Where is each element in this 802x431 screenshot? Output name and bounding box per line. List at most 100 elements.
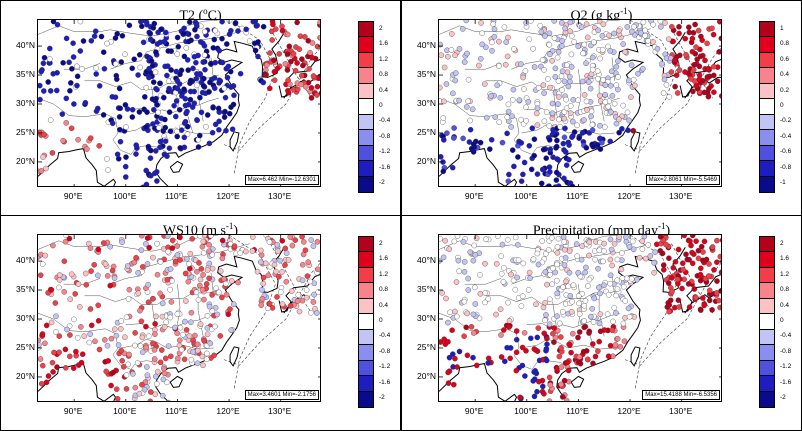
station-marker [532, 368, 538, 374]
station-marker [558, 381, 564, 388]
station-marker [315, 289, 320, 295]
station-marker [169, 245, 176, 251]
station-marker [686, 256, 692, 263]
station-marker [589, 121, 596, 128]
station-marker [50, 242, 56, 249]
station-marker [74, 335, 81, 341]
station-marker [79, 351, 86, 357]
station-marker [129, 106, 136, 113]
station-marker [441, 336, 447, 342]
station-marker [54, 21, 61, 28]
station-marker [66, 235, 73, 242]
station-marker [539, 238, 545, 244]
station-marker [461, 298, 468, 305]
station-marker [579, 243, 585, 249]
province-border [38, 312, 168, 370]
station-marker [478, 56, 484, 62]
station-marker [195, 144, 202, 150]
station-marker [554, 244, 561, 250]
station-marker [135, 270, 141, 276]
station-marker [531, 346, 538, 352]
station-marker [596, 284, 602, 291]
station-marker [500, 279, 507, 285]
colorbar-label: -0.4 [780, 332, 792, 340]
station-marker [564, 359, 571, 365]
station-marker [445, 339, 451, 345]
station-marker [95, 246, 102, 253]
station-marker [521, 159, 528, 166]
station-marker [38, 356, 44, 362]
station-marker [67, 88, 73, 94]
station-marker [605, 292, 612, 298]
station-marker [50, 20, 57, 25]
station-marker [667, 297, 674, 304]
station-marker [262, 72, 269, 78]
station-marker [283, 278, 290, 285]
station-marker [219, 255, 226, 262]
station-marker [706, 297, 713, 304]
coastline-taiwan [229, 346, 240, 367]
station-marker [470, 311, 477, 318]
station-marker [456, 46, 463, 52]
station-marker [528, 166, 535, 173]
station-marker [574, 122, 580, 129]
station-marker [123, 372, 130, 378]
station-marker [543, 251, 549, 257]
station-marker [119, 358, 125, 364]
station-marker [169, 278, 175, 284]
panel-ws10: WS10 (m s-1) Max=3.4601 Min=-2.1756 40°N… [0, 215, 401, 431]
station-marker [607, 236, 614, 243]
station-marker [579, 78, 586, 85]
station-marker [636, 254, 643, 261]
province-border [464, 278, 502, 285]
station-marker [217, 268, 224, 274]
station-marker [230, 83, 237, 89]
longitude-label: 100°E [113, 191, 137, 201]
station-marker [140, 39, 147, 46]
station-marker [115, 342, 122, 348]
station-marker [595, 348, 601, 354]
station-marker [695, 247, 702, 254]
station-marker [641, 235, 648, 240]
station-marker [157, 290, 163, 297]
station-marker [608, 246, 615, 253]
latitude-label: 35°N [417, 284, 436, 295]
station-marker [442, 237, 448, 244]
station-marker [279, 269, 285, 275]
station-marker [265, 305, 271, 312]
station-marker [176, 107, 183, 113]
station-marker [227, 68, 234, 75]
station-marker [96, 143, 102, 149]
station-marker [144, 235, 151, 241]
station-marker [226, 110, 233, 117]
station-marker [540, 146, 547, 153]
station-marker [82, 270, 89, 277]
station-marker [104, 156, 110, 162]
station-marker [699, 37, 705, 43]
province-border [177, 284, 181, 325]
station-marker [54, 364, 60, 370]
station-marker [543, 357, 550, 364]
station-marker [463, 324, 469, 331]
station-marker [552, 184, 558, 186]
station-marker [138, 235, 145, 239]
station-marker [150, 340, 156, 346]
station-marker [547, 271, 553, 278]
station-marker [472, 252, 479, 258]
map-frame: Max=3.4601 Min=-2.1756 [37, 234, 321, 402]
station-marker [504, 236, 511, 243]
station-marker [542, 269, 549, 275]
station-marker [171, 102, 177, 109]
station-marker [114, 151, 121, 158]
station-marker [499, 139, 506, 146]
station-marker [470, 141, 477, 147]
station-marker [145, 299, 152, 305]
station-marker [86, 240, 92, 247]
station-marker [74, 82, 80, 89]
station-marker [550, 130, 557, 136]
station-marker [540, 383, 546, 390]
station-marker [560, 235, 567, 240]
station-marker [622, 298, 628, 304]
station-marker [201, 250, 207, 256]
station-marker [252, 47, 259, 54]
